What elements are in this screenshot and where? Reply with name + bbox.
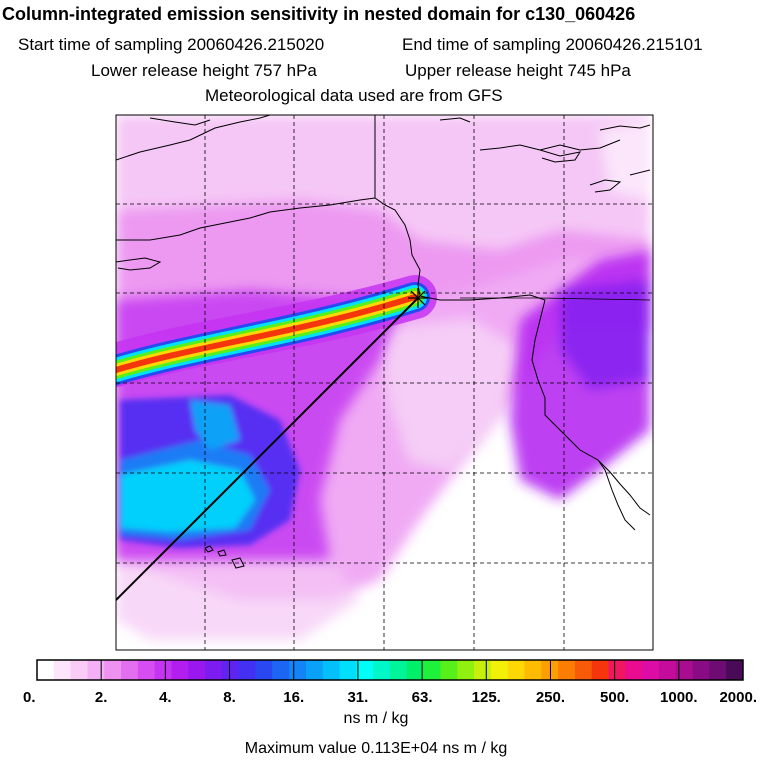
emission-plume [116,275,437,387]
map-field [116,115,653,650]
colorbar-segment [574,660,593,680]
colorbar-segment [171,660,189,680]
plot-title: Column-integrated emission sensitivity i… [2,4,636,24]
colorbar-segment [692,660,710,680]
units-label: ns m / kg [343,710,409,727]
colorbar-segment [205,660,223,680]
colorbar-tick-labels: 0. 2. 4. 8. 16. 31. 63. 125. 250. 500. 1000. 2000. [23,660,757,706]
coastlines [116,115,651,569]
colorbar-segment [121,660,139,680]
colorbar-segment [558,660,576,680]
colorbar-tick-label: 0. [23,689,36,706]
colorbar-segment [709,660,727,680]
colorbar-segment [305,660,324,680]
colorbar-segment [37,660,55,680]
colorbar-segment [642,660,660,680]
sensitivity-field-high [120,395,300,548]
graticule [116,115,653,650]
release-point-marker [408,288,428,308]
colorbar-segment [726,660,744,680]
release-upper: Upper release height 745 hPa [405,61,631,80]
colorbar-segment [188,660,206,680]
colorbar-segment [339,660,357,680]
colorbar-segment [591,660,610,680]
met-data-note: Meteorological data used are from GFS [205,86,503,105]
colorbar-segment [373,660,391,680]
colorbar-segment [406,660,425,680]
colorbar-segment [423,660,441,680]
colorbar-segment [507,660,525,680]
colorbar [37,660,744,680]
colorbar-tick-label: 2. [95,689,108,706]
colorbar-tick-label: 16. [283,689,304,706]
colorbar-tick-label: 2000. [719,689,757,706]
colorbar-tick-label: 8. [223,689,236,706]
max-value-label: Maximum value 0.113E+04 ns m / kg [244,740,508,757]
trajectory-line [116,297,419,601]
colorbar-tick-label: 1000. [660,689,698,706]
colorbar-segment [53,660,72,680]
colorbar-tick-label: 125. [472,689,501,706]
colorbar-segment [625,660,643,680]
colorbar-segment [474,660,492,680]
colorbar-segment [255,660,273,680]
colorbar-segment [137,660,156,680]
colorbar-segment [675,660,694,680]
colorbar-segment [608,660,626,680]
colorbar-segment [524,660,542,680]
colorbar-segment [238,660,257,680]
release-lower: Lower release height 757 hPa [91,61,317,80]
map-frame [115,114,654,651]
sampling-end: End time of sampling 20060426.215101 [402,35,703,54]
colorbar-segment [154,660,172,680]
colorbar-tick-label: 500. [600,689,629,706]
colorbar-segment [322,660,341,680]
colorbar-segment [390,660,408,680]
colorbar-tick-label: 250. [536,689,565,706]
colorbar-segment [289,660,307,680]
colorbar-tick-label: 4. [159,689,172,706]
colorbar-segment [272,660,290,680]
colorbar-segment [541,660,559,680]
sampling-start: Start time of sampling 20060426.215020 [18,35,325,54]
colorbar-tick-label: 31. [347,689,368,706]
colorbar-segment [221,660,240,680]
colorbar-segment [104,660,122,680]
colorbar-segment [70,660,88,680]
colorbar-segment [440,660,458,680]
colorbar-segment [457,660,475,680]
colorbar-segment [87,660,105,680]
colorbar-segment [490,660,509,680]
colorbar-segment [658,660,677,680]
colorbar-tick-label: 63. [412,689,433,706]
colorbar-segment [356,660,374,680]
